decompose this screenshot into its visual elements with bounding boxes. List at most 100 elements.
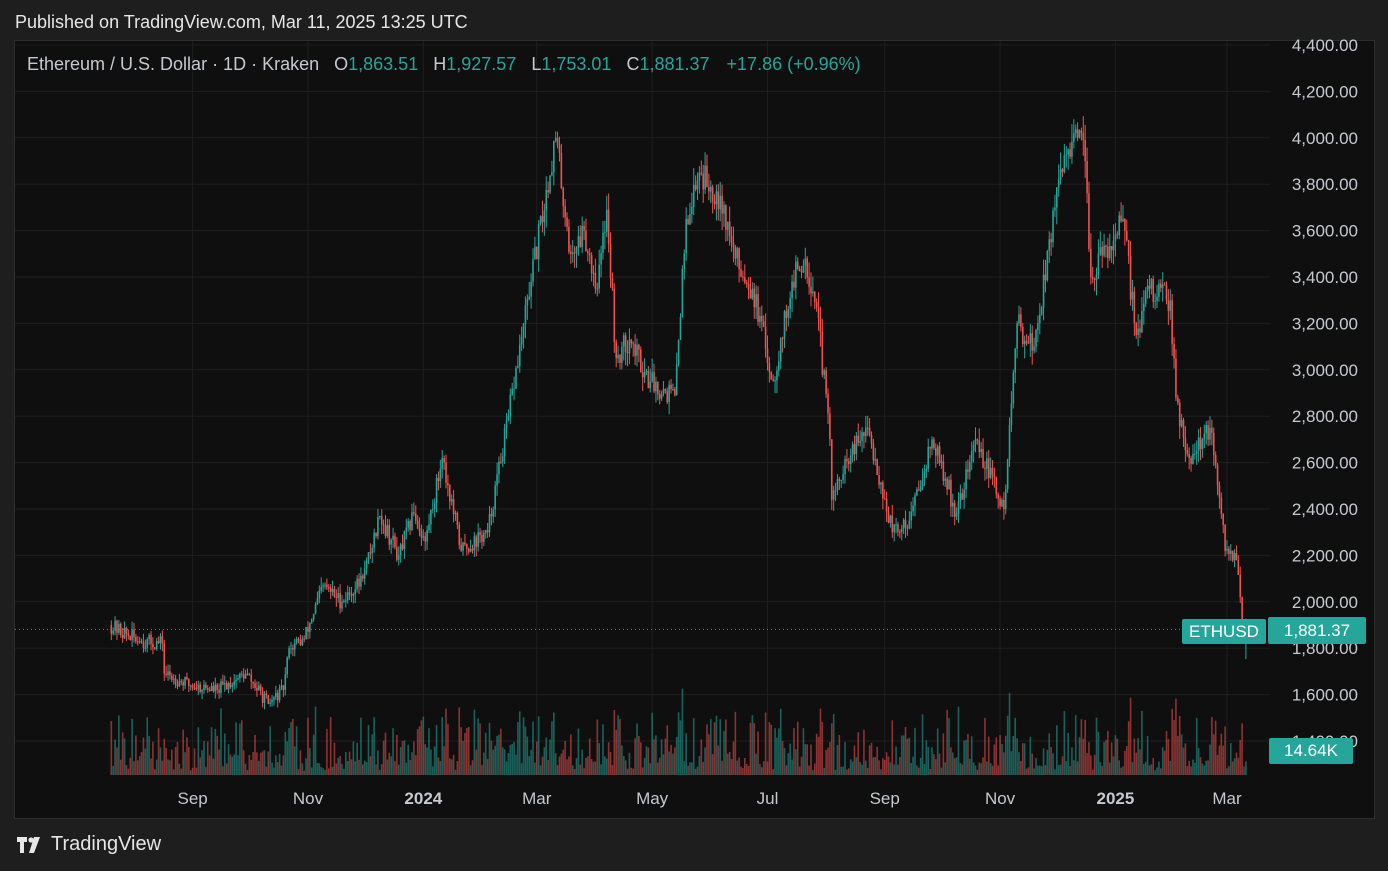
candle-body xyxy=(1116,234,1119,236)
candle-body xyxy=(568,226,570,252)
volume-bar xyxy=(1069,766,1071,775)
candle-body xyxy=(1086,161,1088,194)
candle-body xyxy=(518,344,521,366)
y-tick-label: 4,200.00 xyxy=(1292,82,1358,101)
candle-body xyxy=(621,346,623,363)
volume-bar xyxy=(481,764,483,775)
candle-body xyxy=(530,281,532,297)
candle-body xyxy=(1231,550,1234,561)
volume-bar xyxy=(1023,743,1026,775)
volume-bar xyxy=(484,732,487,775)
chart-panel[interactable] xyxy=(14,40,1375,819)
candle-body xyxy=(751,288,754,299)
x-tick-label: May xyxy=(636,789,669,808)
volume-bar xyxy=(1160,768,1162,775)
volume-bar xyxy=(1012,736,1015,775)
volume-bar xyxy=(452,754,455,775)
volume-bar xyxy=(450,759,453,775)
y-tick-label: 3,800.00 xyxy=(1292,175,1358,194)
volume-bar xyxy=(1078,737,1081,775)
candle-body xyxy=(657,381,659,395)
candle-body xyxy=(1010,403,1013,425)
candle-body xyxy=(188,679,190,686)
volume-bar xyxy=(1084,719,1086,775)
volume-bar xyxy=(706,724,708,775)
volume-bar xyxy=(413,741,415,775)
candle-body xyxy=(666,390,669,403)
candle-body xyxy=(483,533,485,542)
volume-bar xyxy=(1059,764,1062,775)
volume-bar xyxy=(379,770,381,775)
candle-body xyxy=(916,489,918,496)
volume-bar xyxy=(579,764,582,775)
candle-body xyxy=(749,290,752,299)
candle-body xyxy=(1050,239,1052,243)
volume-bar xyxy=(651,712,653,775)
volume-bar xyxy=(1177,735,1179,775)
candle-body xyxy=(129,635,132,641)
volume-bar xyxy=(150,758,152,775)
volume-bar xyxy=(978,762,981,775)
volume-bar xyxy=(157,728,160,775)
candle-body xyxy=(859,441,861,443)
volume-bar xyxy=(1211,717,1213,775)
candle-body xyxy=(1235,553,1238,561)
x-tick-label: 2024 xyxy=(404,789,442,808)
y-tick-label: 4,400.00 xyxy=(1292,36,1358,55)
volume-bar xyxy=(1091,769,1094,775)
candle-body xyxy=(906,527,909,529)
candle-body xyxy=(365,560,368,569)
candle-body xyxy=(1110,246,1113,251)
volume-bar xyxy=(280,765,283,775)
tradingview-brand[interactable]: TradingView xyxy=(15,833,161,856)
candle-body xyxy=(1071,141,1073,157)
candle-body xyxy=(1018,314,1020,324)
volume-bar xyxy=(1044,765,1047,775)
volume-bar xyxy=(205,766,207,775)
volume-bar xyxy=(570,734,572,775)
legend-low-label: L xyxy=(531,54,542,74)
volume-bar xyxy=(997,765,999,775)
candle-body xyxy=(397,555,400,560)
volume-bar xyxy=(327,768,330,775)
volume-bar xyxy=(135,735,137,775)
volume-bar xyxy=(1218,745,1221,775)
candle-body xyxy=(1122,219,1124,222)
volume-bar xyxy=(284,731,287,775)
volume-bar xyxy=(244,763,247,775)
volume-bar xyxy=(1195,717,1198,775)
candle-body xyxy=(159,636,162,644)
candle-body xyxy=(210,685,213,692)
candle-body xyxy=(734,246,737,259)
candle-body xyxy=(846,459,848,462)
candle-body xyxy=(821,332,824,375)
volume-bar xyxy=(917,767,920,775)
candle-body xyxy=(1192,453,1194,464)
candle-body xyxy=(382,524,385,526)
candle-body xyxy=(1241,597,1243,634)
candle-body xyxy=(562,187,565,207)
volume-bar xyxy=(129,757,132,775)
volume-bar xyxy=(950,747,952,775)
volume-bar xyxy=(136,760,139,775)
volume-bar xyxy=(1071,747,1073,775)
candle-body xyxy=(965,469,967,490)
volume-bar xyxy=(571,765,574,775)
volume-bar xyxy=(972,762,975,775)
volume-bar xyxy=(178,763,181,775)
volume-bar xyxy=(1095,717,1098,775)
candle-body xyxy=(133,629,135,638)
volume-bar xyxy=(326,728,328,775)
time-axis[interactable]: Sep Nov 2024 Mar May Jul Sep Nov 2025 Mar xyxy=(177,789,1241,808)
volume-bar xyxy=(987,736,990,775)
volume-bar xyxy=(118,715,120,775)
volume-bar xyxy=(766,761,769,775)
candle-body xyxy=(1056,187,1058,208)
volume-bar xyxy=(441,717,444,775)
candle-body xyxy=(626,352,629,354)
candle-body xyxy=(940,461,943,464)
candle-body xyxy=(575,247,578,254)
candle-body xyxy=(125,627,128,634)
candle-body xyxy=(1146,285,1149,292)
